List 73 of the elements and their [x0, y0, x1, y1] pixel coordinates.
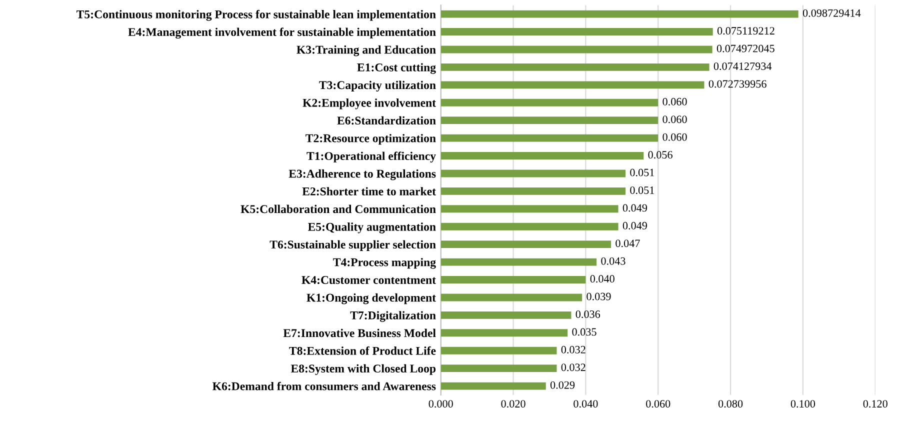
bar: [440, 187, 626, 195]
y-tick-label: E1:Cost cutting: [357, 63, 436, 74]
bar: [440, 152, 644, 160]
bar: [440, 258, 597, 266]
y-tick-label: K1:Ongoing development: [306, 293, 436, 304]
y-tick-label: K3:Training and Education: [296, 45, 436, 56]
data-label: 0.049: [622, 222, 647, 230]
bar: [440, 364, 557, 372]
y-tick-label: T3:Capacity utilization: [319, 80, 436, 92]
bar: [440, 134, 658, 142]
x-tick-label: 0.060: [646, 400, 670, 408]
bar: [440, 10, 798, 18]
data-label: 0.035: [572, 328, 596, 336]
y-tick-label: E8:System with Closed Loop: [290, 364, 436, 375]
data-label: 0.032: [561, 364, 586, 372]
data-label: 0.060: [662, 116, 687, 124]
y-tick-label: E7:Innovative Business Model: [283, 328, 436, 338]
y-tick-label: T6:Sustainable supplier selection: [270, 240, 436, 251]
y-tick-label: T1:Operational efficiency: [306, 152, 436, 162]
data-label: 0.029: [550, 381, 575, 389]
bar: [440, 63, 710, 71]
x-tick-label: 0.000: [428, 400, 453, 408]
data-label: 0.075119212: [717, 27, 774, 35]
bar: [440, 346, 557, 354]
y-tick-label: E6:Standardization: [337, 116, 436, 125]
data-label: 0.060: [662, 133, 687, 141]
bar: [440, 222, 618, 230]
data-label: 0.049: [622, 204, 647, 212]
data-label: 0.043: [601, 257, 626, 265]
x-tick-label: 0.120: [863, 400, 888, 408]
data-label: 0.051: [630, 186, 654, 194]
data-label: 0.060: [662, 98, 687, 106]
y-tick-label: K6:Demand from consumers and Awareness: [212, 382, 436, 390]
y-tick-label: T7:Digitalization: [350, 311, 436, 322]
y-tick-label: E4:Management involvement for sustainable implementation: [128, 28, 436, 39]
y-tick-label: E2:Shorter time to market: [302, 187, 436, 196]
bar: [440, 382, 546, 390]
x-tick-label: 0.100: [790, 400, 816, 408]
data-label: 0.039: [586, 292, 611, 300]
data-label: 0.056: [648, 151, 672, 159]
data-label: 0.098729414: [802, 9, 861, 17]
data-label: 0.032: [561, 346, 586, 354]
y-tick-label: T8:Extension of Product Life: [289, 346, 436, 355]
bar: [440, 98, 658, 106]
bar: [440, 28, 713, 36]
data-label: 0.072739956: [708, 80, 766, 88]
y-tick-label: T2:Resource optimization: [306, 134, 436, 145]
bar: [440, 116, 658, 124]
y-tick-label: K2:Employee involvement: [302, 98, 436, 110]
y-tick-label: E3:Adherence to Regulations: [288, 169, 436, 180]
bar: [440, 170, 626, 178]
data-label: 0.040: [590, 275, 614, 283]
bar: [440, 276, 586, 284]
y-tick-label: E5:Quality augmentation: [308, 222, 436, 234]
data-label: 0.036: [576, 310, 600, 318]
bar: [440, 311, 572, 319]
bar: [440, 294, 582, 302]
bar: [440, 205, 618, 213]
bar: [440, 240, 612, 248]
x-tick-label: 0.080: [718, 400, 743, 408]
bar: [440, 81, 704, 89]
bar: [440, 329, 568, 337]
x-tick-label: 0.040: [574, 400, 598, 408]
y-tick-label: T4:Process mapping: [333, 258, 436, 269]
bar: [440, 46, 712, 54]
y-tick-label: T5:Continuous monitoring Process for sustainable lean implementation: [76, 10, 436, 21]
data-label: 0.051: [630, 168, 654, 176]
data-label: 0.047: [616, 240, 640, 248]
data-label: 0.074127934: [714, 62, 772, 70]
y-tick-label: K4:Customer contentment: [302, 276, 436, 284]
x-tick-label: 0.020: [501, 400, 526, 408]
data-label: 0.074972045: [716, 44, 774, 52]
y-tick-label: K5:Collaboration and Communication: [240, 204, 436, 214]
